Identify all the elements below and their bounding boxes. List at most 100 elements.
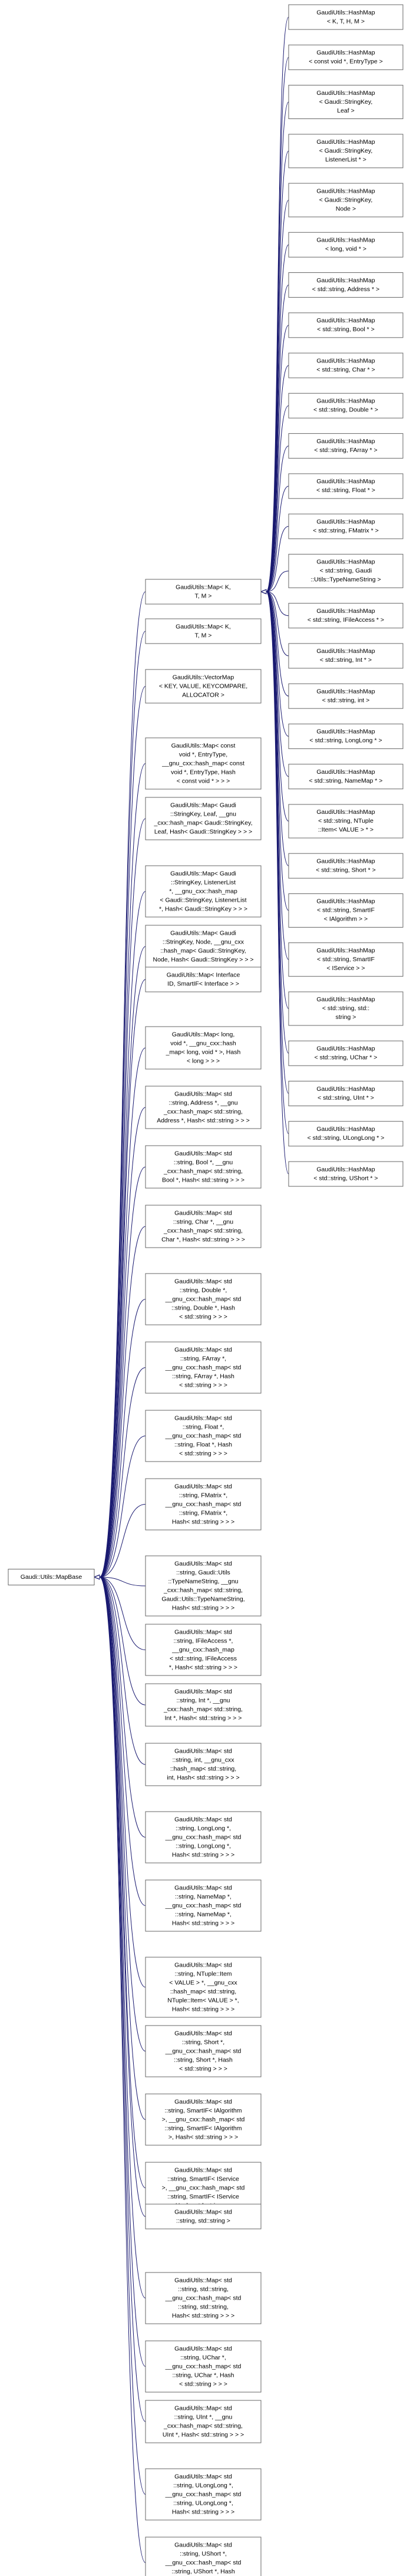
node-label: GaudiUtils::Map< std: [174, 2098, 232, 2105]
node-label: _cxx::hash_map< std::string,: [163, 1227, 243, 1234]
node-label: ::string, std::string,: [178, 2285, 229, 2293]
class-node[interactable]: GaudiUtils::Map< std::string, SmartIF< I…: [145, 2093, 262, 2146]
class-node[interactable]: GaudiUtils::HashMap< Gaudi::StringKey,No…: [288, 183, 404, 217]
class-node[interactable]: GaudiUtils::HashMap< std::string, Int * …: [288, 643, 404, 669]
class-node[interactable]: GaudiUtils::HashMap< std::string, SmartI…: [288, 942, 404, 977]
node-label: ::string, int, __gnu_cxx: [172, 1756, 234, 1763]
class-node[interactable]: GaudiUtils::HashMap< K, T, H, M >: [288, 4, 404, 30]
class-node[interactable]: GaudiUtils::HashMap< std::string, Double…: [288, 392, 404, 418]
class-node[interactable]: GaudiUtils::HashMap< std::string, Short …: [288, 853, 404, 879]
class-node[interactable]: GaudiUtils::HashMap< std::string, NameMa…: [288, 764, 404, 790]
class-node[interactable]: GaudiUtils::Map< std::string, Int *, __g…: [145, 1683, 262, 1727]
node-label: __gnu_cxx::hash_map< std: [165, 1364, 242, 1371]
class-node[interactable]: GaudiUtils::Map< std::string, Char *, __…: [145, 1205, 262, 1248]
node-label: __gnu_cxx::hash_map: [171, 1646, 234, 1653]
class-node[interactable]: GaudiUtils::Map< Gaudi::StringKey, Leaf,…: [145, 797, 262, 840]
node-label: GaudiUtils::HashMap: [316, 317, 375, 324]
class-node[interactable]: GaudiUtils::Map< std::string, UShort *,_…: [145, 2537, 262, 2576]
node-label: GaudiUtils::Map< std: [174, 2166, 232, 2173]
class-node[interactable]: GaudiUtils::Map< std::string, FMatrix *,…: [145, 1478, 262, 1531]
node-label: GaudiUtils::Map< std: [174, 1628, 232, 1635]
class-node[interactable]: GaudiUtils::Map< std::string, Gaudi::Uti…: [145, 1555, 262, 1617]
class-node[interactable]: GaudiUtils::HashMap< std::string, UInt *…: [288, 1080, 404, 1106]
class-node[interactable]: GaudiUtils::Map< std::string, std::strin…: [145, 2204, 262, 2229]
inheritance-edge: [266, 570, 289, 592]
node-label: GaudiUtils::HashMap: [316, 559, 375, 566]
class-node[interactable]: GaudiUtils::HashMap< std::string, ULongL…: [288, 1121, 404, 1147]
class-node[interactable]: GaudiUtils::HashMap< std::string, UShort…: [288, 1161, 404, 1187]
class-node[interactable]: GaudiUtils::HashMap< std::string, int >: [288, 683, 404, 709]
class-node[interactable]: GaudiUtils::Map< std::string, LongLong *…: [145, 1811, 262, 1863]
class-node[interactable]: GaudiUtils::Map< K,T, M >: [145, 579, 262, 605]
node-label: ::string, FArray *, Hash: [172, 1373, 234, 1380]
node-box: [288, 352, 404, 378]
class-node[interactable]: GaudiUtils::Map< std::string, FArray *,_…: [145, 1341, 262, 1394]
inheritance-edge: [99, 1576, 146, 2217]
class-node[interactable]: GaudiUtils::Map< std::string, NTuple::It…: [145, 1957, 262, 2018]
class-node[interactable]: GaudiUtils::HashMap< std::string, UChar …: [288, 1040, 404, 1066]
node-label: Hash< std::string > > >: [172, 1919, 234, 1927]
node-box: [145, 1811, 262, 1863]
node-label: ListenerList * >: [325, 156, 366, 163]
node-label: ::string, UShort *,: [180, 2550, 227, 2557]
class-node[interactable]: GaudiUtils::HashMap< Gaudi::StringKey,Li…: [288, 134, 404, 169]
inheritance-edge: [99, 1166, 146, 1578]
inheritance-edge: [99, 891, 146, 1578]
class-node[interactable]: GaudiUtils::HashMap< Gaudi::StringKey,Le…: [288, 85, 404, 120]
node-label: __gnu_cxx::hash_map< std: [165, 1902, 242, 1909]
class-node[interactable]: Gaudi::Utils::MapBase: [8, 1569, 95, 1585]
node-label: _cxx::hash_map< std::string,: [163, 2422, 243, 2429]
class-node[interactable]: GaudiUtils::Map< Gaudi::StringKey, Liste…: [145, 865, 262, 918]
node-label: __gnu_cxx::hash_map< std: [165, 2363, 242, 2370]
class-node[interactable]: GaudiUtils::HashMap< std::string, NTuple…: [288, 804, 404, 839]
class-node[interactable]: GaudiUtils::HashMap< std::string, IFileA…: [288, 603, 404, 629]
class-node[interactable]: GaudiUtils::HashMap< std::string, std::s…: [288, 991, 404, 1026]
class-node[interactable]: GaudiUtils::HashMap< std::string, SmartI…: [288, 893, 404, 928]
inheritance-edge: [99, 1047, 146, 1578]
node-label: Hash< std::string > > >: [172, 1604, 234, 1611]
class-node[interactable]: GaudiUtils::HashMap< std::string, Bool *…: [288, 312, 404, 338]
class-node[interactable]: GaudiUtils::Map< std::string, UInt *, __…: [145, 2400, 262, 2443]
node-label: ::string, Double *,: [180, 1287, 227, 1294]
class-node[interactable]: GaudiUtils::HashMap< const void *, Entry…: [288, 44, 404, 70]
class-node[interactable]: GaudiUtils::Map< std::string, Address *,…: [145, 1086, 262, 1129]
class-node[interactable]: GaudiUtils::Map< std::string, Double *,_…: [145, 1273, 262, 1325]
class-node[interactable]: GaudiUtils::Map< std::string, IFileAcces…: [145, 1624, 262, 1676]
class-node[interactable]: GaudiUtils::Map< std::string, int, __gnu…: [145, 1743, 262, 1786]
class-node[interactable]: GaudiUtils::HashMap< std::string, Char *…: [288, 352, 404, 378]
class-node[interactable]: GaudiUtils::Map< long,void *, __gnu_cxx:…: [145, 1026, 262, 1070]
class-node[interactable]: GaudiUtils::HashMap< std::string, Addres…: [288, 272, 404, 298]
class-node[interactable]: GaudiUtils::Map< std::string, Float *,__…: [145, 1410, 262, 1462]
node-label: GaudiUtils::HashMap: [316, 1166, 375, 1173]
node-label: ::hash_map< std::string,: [170, 1765, 236, 1772]
inheritance-edge: [99, 1576, 146, 1988]
node-label: Gaudi::Utils::TypeNameString,: [161, 1595, 244, 1602]
node-label: < std::string, UInt * >: [318, 1094, 374, 1101]
node-box: [145, 1683, 262, 1727]
class-node[interactable]: GaudiUtils::HashMap< std::string, Float …: [288, 473, 404, 499]
class-node[interactable]: GaudiUtils::VectorMap< KEY, VALUE, KEYCO…: [145, 669, 262, 704]
class-node[interactable]: GaudiUtils::Map< std::string, Bool *, __…: [145, 1145, 262, 1189]
class-node[interactable]: GaudiUtils::HashMap< std::string, FMatri…: [288, 513, 404, 539]
node-label: Leaf, Hash< Gaudi::StringKey > > >: [154, 828, 252, 835]
class-node[interactable]: GaudiUtils::Map< std::string, Short *,__…: [145, 2025, 262, 2077]
class-node[interactable]: GaudiUtils::Map< std::string, NameMap *,…: [145, 1879, 262, 1932]
class-node[interactable]: GaudiUtils::Map< std::string, ULongLong …: [145, 2468, 262, 2521]
class-node[interactable]: GaudiUtils::HashMap< std::string, FArray…: [288, 433, 404, 459]
node-box: [288, 4, 404, 30]
class-node[interactable]: GaudiUtils::Map< std::string, std::strin…: [145, 2272, 262, 2324]
class-node[interactable]: GaudiUtils::Map< K,T, M >: [145, 618, 262, 644]
inheritance-edge: [266, 365, 289, 592]
class-node[interactable]: GaudiUtils::Map< Gaudi::StringKey, Node,…: [145, 925, 262, 968]
node-label: < Gaudi::StringKey, ListenerList: [160, 896, 246, 903]
class-node[interactable]: GaudiUtils::Map< std::string, UChar *,__…: [145, 2340, 262, 2393]
node-label: ::string, SmartIF< IAlgorithm: [165, 2107, 242, 2114]
inheritance-edge: [99, 1576, 146, 1765]
inheritance-edge: [99, 686, 146, 1578]
class-node[interactable]: GaudiUtils::HashMap< std::string, LongLo…: [288, 723, 404, 749]
class-node[interactable]: GaudiUtils::HashMap< std::string, Gaudi:…: [288, 553, 404, 588]
class-node[interactable]: GaudiUtils::HashMap< long, void * >: [288, 232, 404, 258]
